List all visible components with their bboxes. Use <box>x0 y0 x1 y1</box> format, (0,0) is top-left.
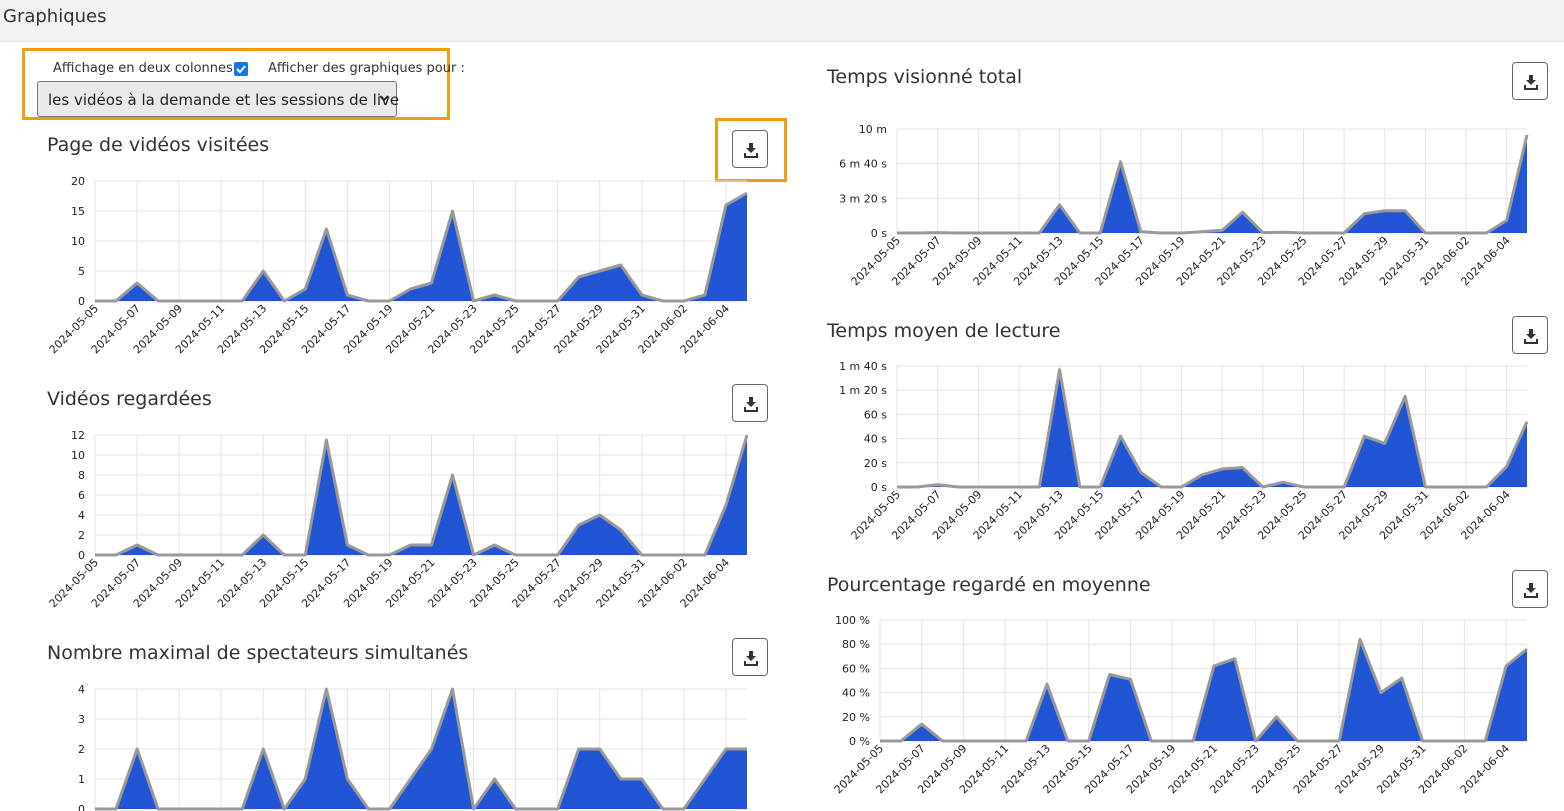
y-tick-label: 40 s <box>864 433 887 446</box>
series-line <box>880 637 1528 743</box>
two-columns-checkbox[interactable] <box>234 62 248 76</box>
download-highlight <box>715 118 787 182</box>
y-tick-label: 0 s <box>871 227 887 240</box>
y-tick-label: 0 <box>78 803 85 811</box>
y-tick-label: 1 <box>78 773 85 786</box>
chart-avg-watch-time: 0 s20 s40 s60 s1 m 20 s1 m 40 s2024-05-0… <box>839 360 1529 542</box>
y-tick-label: 60 s <box>864 408 887 421</box>
y-tick-label: 10 m <box>859 123 887 136</box>
download-button-max-viewers[interactable] <box>732 638 768 676</box>
chart-title-avg-watch-time: Temps moyen de lecture <box>827 320 1061 342</box>
y-tick-label: 2 <box>78 743 85 756</box>
checkmark-icon <box>236 65 246 74</box>
chart-max-viewers: 0 1 2 3 4 <box>78 683 747 811</box>
y-tick-label: 100 % <box>835 614 870 627</box>
y-tick-label: 8 <box>78 469 85 482</box>
series-line <box>95 434 749 557</box>
y-tick-label: 20 <box>71 175 85 188</box>
series-line <box>897 368 1529 489</box>
y-tick-label: 3 m 20 s <box>839 192 887 205</box>
y-tick-label: 12 <box>71 429 85 442</box>
y-tick-label: 10 <box>71 449 85 462</box>
chart-title-page-visits: Page de vidéos visitées <box>47 134 270 156</box>
show-for-selected-value: les vidéos à la demande et les sessions … <box>48 91 400 109</box>
y-tick-label: 0 % <box>849 735 870 748</box>
y-tick-label: 60 % <box>842 662 870 675</box>
show-for-label: Afficher des graphiques pour : <box>268 61 465 76</box>
y-tick-label: 20 % <box>842 711 870 724</box>
y-tick-label: 4 <box>78 683 85 696</box>
chart-title-max-viewers: Nombre maximal de spectateurs simultanés <box>47 642 469 664</box>
series-area <box>897 134 1527 233</box>
download-icon <box>744 651 758 666</box>
series-line <box>95 687 747 811</box>
download-icon <box>1524 329 1538 344</box>
y-tick-label: 0 <box>78 549 85 562</box>
series-area <box>95 689 747 809</box>
y-tick-label: 6 m 40 s <box>839 158 887 171</box>
page-header: Graphiques <box>0 0 1564 42</box>
download-button-page-visits[interactable] <box>732 130 768 168</box>
chart-title-videos-watched: Vidéos regardées <box>47 388 212 410</box>
chevron-down-icon <box>378 91 390 109</box>
download-icon <box>1524 583 1538 598</box>
series-area <box>880 639 1527 741</box>
chart-total-watch-time: 0 s3 m 20 s6 m 40 s10 m2024-05-052024-05… <box>839 123 1529 288</box>
y-tick-label: 20 s <box>864 457 887 470</box>
y-tick-label: 5 <box>78 265 85 278</box>
download-button-avg-percent-watched[interactable] <box>1512 570 1548 608</box>
series-area <box>95 435 747 555</box>
chart-title-avg-percent-watched: Pourcentage regardé en moyenne <box>827 574 1151 596</box>
download-icon <box>1524 75 1538 90</box>
series-line <box>897 134 1529 235</box>
download-button-videos-watched[interactable] <box>732 384 768 422</box>
download-button-total-watch-time[interactable] <box>1512 62 1548 100</box>
y-tick-label: 0 s <box>871 481 887 494</box>
y-tick-label: 15 <box>71 205 85 218</box>
y-tick-label: 40 % <box>842 687 870 700</box>
y-tick-label: 3 <box>78 713 85 726</box>
chart-avg-percent-watched: 0 %20 %40 %60 %80 %100 %2024-05-052024-0… <box>832 614 1528 796</box>
show-for-select[interactable]: les vidéos à la demande et les sessions … <box>37 81 400 117</box>
y-tick-label: 0 <box>78 295 85 308</box>
chart-title-total-watch-time: Temps visionné total <box>827 66 1023 88</box>
download-icon <box>744 397 758 412</box>
y-tick-label: 4 <box>78 509 85 522</box>
chart-videos-watched: 0246810122024-05-052024-05-072024-05-092… <box>47 429 749 610</box>
y-tick-label: 1 m 40 s <box>839 360 887 373</box>
y-tick-label: 10 <box>71 235 85 248</box>
chart-page-visits: 051015202024-05-052024-05-072024-05-0920… <box>47 175 748 356</box>
y-tick-label: 2 <box>78 529 85 542</box>
two-columns-label: Affichage en deux colonnes : <box>53 61 242 76</box>
series-line <box>95 191 748 303</box>
download-icon <box>744 143 758 158</box>
y-tick-label: 80 % <box>842 638 870 651</box>
page-title: Graphiques <box>3 6 107 27</box>
download-button-avg-watch-time[interactable] <box>1512 316 1548 354</box>
chart-options-panel: Affichage en deux colonnes : Afficher de… <box>22 48 465 120</box>
y-tick-label: 1 m 20 s <box>839 384 887 397</box>
y-tick-label: 6 <box>78 489 85 502</box>
series-area <box>897 369 1527 487</box>
